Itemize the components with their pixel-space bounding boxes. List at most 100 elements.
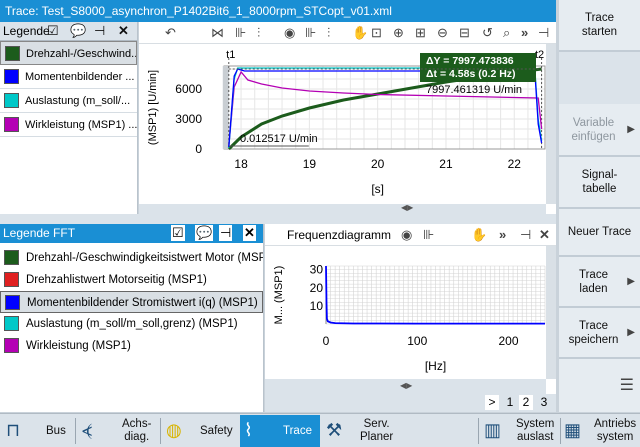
new-trace-button[interactable]: Neuer Trace	[559, 209, 640, 257]
fft-legend-header: Legende FFT ☑ 💬 ⊣ ✕	[0, 224, 263, 243]
cursor-mode-icon[interactable]: ⋈	[211, 25, 224, 40]
taskbar-label: Bus	[46, 424, 66, 437]
taskbar-safety[interactable]: ◍ Safety	[162, 415, 238, 447]
legend-item[interactable]: Drehzahl-/Geschwind...	[0, 41, 137, 65]
legend-item[interactable]: Wirkleistung (MSP1) ...	[0, 113, 137, 137]
taskbar-system-load[interactable]: ▥ System auslast	[480, 415, 558, 447]
legend-item[interactable]: Auslastung (m_soll/...	[0, 89, 137, 113]
insert-variable-button[interactable]: Variable einfügen ▶	[559, 104, 640, 157]
close-icon[interactable]: ✕	[243, 225, 256, 241]
fft-legend-item[interactable]: Momentenbildender Stromistwert i(q) (MSP…	[0, 291, 263, 313]
taskbar-label: System auslast	[516, 418, 555, 443]
hand-icon[interactable]: ✋	[352, 25, 369, 40]
taskbar-trace[interactable]: ⌇ Trace	[240, 415, 320, 447]
y-tick-label: 6000	[175, 82, 202, 96]
measure-icon[interactable]: ⊪	[305, 25, 317, 40]
taskbar-service-planner[interactable]: ⚒ Serv. Planer	[322, 415, 402, 447]
zoom-area-icon[interactable]: ⊞	[415, 25, 426, 40]
zoom-fit-icon[interactable]: ⊟	[459, 25, 470, 40]
color-swatch	[4, 69, 19, 84]
fft-legend-item[interactable]: Auslastung (m_soll/m_soll,grenz) (MSP1)	[0, 313, 263, 335]
y-tick-label: 10	[310, 299, 324, 313]
close-icon[interactable]: ✕	[539, 227, 550, 242]
color-swatch	[5, 295, 20, 310]
fft-legend-item[interactable]: Drehzahl-/Geschwindigkeitsistwert Motor …	[0, 247, 263, 269]
y-tick-label: 30	[310, 263, 324, 277]
taskbar-drive-system[interactable]: ▦ Antriebs system	[562, 415, 640, 447]
pin-icon[interactable]: ⊣	[520, 227, 532, 242]
new-trace-label: Neuer Trace	[567, 226, 632, 238]
pin-icon[interactable]: ⊣	[94, 23, 106, 38]
fft-panel-title: Frequenzdiagramm	[287, 228, 392, 242]
fft-legend-title: Legende FFT	[3, 226, 76, 240]
pin-icon[interactable]: ⊣	[219, 225, 233, 241]
load-trace-button[interactable]: Trace laden ▶	[559, 257, 640, 308]
page-button[interactable]: 1	[506, 395, 514, 409]
fft-vscroll[interactable]	[546, 246, 556, 379]
view-icon[interactable]: ◉	[284, 25, 296, 40]
expand-icon[interactable]: »	[521, 25, 529, 40]
legend-item-label: Momentenbildender ...	[25, 71, 135, 83]
comment-icon[interactable]: 💬	[195, 225, 214, 241]
measure-icon[interactable]: ⊪	[423, 227, 435, 242]
trace-vscroll[interactable]	[546, 44, 556, 204]
zoom-out-icon[interactable]: ⊖	[437, 25, 448, 40]
signal-table-button[interactable]: Signal- tabelle	[559, 157, 640, 209]
comment-icon[interactable]: 💬	[70, 23, 87, 38]
expand-icon[interactable]: »	[499, 227, 507, 242]
cursor-value-icon[interactable]: ⫶	[257, 25, 261, 40]
y-tick-label: 0	[195, 142, 202, 156]
window-title: Trace: Test_S8000_asynchron_P1402Bit6_1_…	[0, 0, 556, 22]
more-menu-button[interactable]: ☰	[559, 359, 640, 412]
cursor-band	[222, 66, 229, 149]
taskbar-label: Trace	[283, 424, 312, 437]
pin-icon[interactable]: ⊣	[538, 25, 550, 40]
axis-scale-icon[interactable]: ⫶	[327, 25, 331, 40]
chevron-right-icon: ▶	[627, 123, 635, 135]
page-button[interactable]: 3	[540, 395, 548, 409]
checkbox-icon[interactable]: ☑	[171, 225, 185, 241]
color-swatch	[5, 46, 20, 61]
page-next-button[interactable]: >	[485, 395, 499, 410]
view-icon[interactable]: ◉	[401, 227, 413, 242]
splitter[interactable]	[0, 214, 556, 224]
fft-chart-panel: 0 100 200 10 20 30 [Hz] M... (MSP1)	[265, 224, 556, 394]
taskbar-axis-diag[interactable]: ⦓ Achs- diag.	[78, 415, 158, 447]
delta-y-label: ΔY = 7997.473836	[426, 55, 514, 67]
fft-chart[interactable]: 0 100 200 10 20 30 [Hz] M... (MSP1)	[265, 224, 556, 394]
close-icon[interactable]: ✕	[118, 23, 129, 38]
undo-icon[interactable]: ↶	[165, 25, 176, 40]
page-button-active[interactable]: 2	[519, 395, 533, 410]
undo-zoom-icon[interactable]: ↺	[482, 25, 493, 40]
cursor-move-icon[interactable]: ⊪	[235, 25, 247, 40]
x-tick-label: 18	[234, 157, 248, 171]
zoom-reset-icon[interactable]: ⌕	[503, 25, 511, 40]
hand-icon[interactable]: ✋	[471, 227, 488, 242]
fft-legend-item[interactable]: Wirkleistung (MSP1)	[0, 335, 263, 357]
menu-more-icon: ☰	[619, 376, 634, 394]
axis-diag-icon: ⦓	[82, 420, 93, 440]
drive-system-icon: ▦	[564, 420, 582, 440]
trace-chart[interactable]: 18 19 20 21 22 0 3000 6000 [s] (MSP1) [U/min] t1 t2…	[139, 22, 556, 214]
checkbox-icon[interactable]: ☑	[47, 23, 59, 38]
save-trace-button[interactable]: Trace speichern ▶	[559, 308, 640, 359]
zoom-box-icon[interactable]: ⊡	[371, 25, 382, 40]
x-tick-label: 19	[303, 157, 317, 171]
y-axis-label: M... (MSP1)	[273, 266, 285, 325]
cursor-t2-label: t2	[535, 49, 544, 61]
start-trace-button[interactable]: Trace starten	[559, 0, 640, 52]
taskbar-label: Achs- diag.	[122, 418, 152, 443]
taskbar-bus[interactable]: ⊓ Bus	[0, 415, 72, 447]
delta-t-label: Δt = 4.58s (0.2 Hz)	[426, 68, 516, 80]
series-line	[228, 70, 543, 147]
legend-item[interactable]: Momentenbildender ...	[0, 65, 137, 89]
series-line	[325, 265, 545, 325]
legend-item-label: Wirkleistung (MSP1) ...	[25, 119, 137, 131]
insert-variable-label: Variable einfügen	[571, 116, 616, 143]
trace-hscroll[interactable]: ◀▶	[139, 203, 546, 214]
fft-legend-item[interactable]: Drehzahlistwert Motorseitig (MSP1)	[0, 269, 263, 291]
fft-hscroll[interactable]: ◀▶	[265, 379, 546, 394]
taskbar: ⊓ Bus ⦓ Achs- diag. ◍ Safety ⌇ Trace ⚒ S…	[0, 413, 640, 447]
zoom-in-icon[interactable]: ⊕	[393, 25, 404, 40]
scroll-arrows-icon: ◀▶	[401, 203, 414, 212]
